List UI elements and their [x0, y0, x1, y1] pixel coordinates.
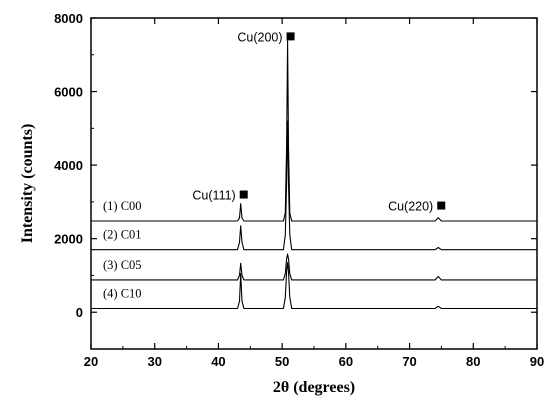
series-line [91, 120, 537, 251]
series-line [91, 40, 537, 222]
x-tick-label: 30 [147, 354, 161, 369]
x-tick-label: 70 [402, 354, 416, 369]
y-tick-label: 2000 [54, 232, 83, 247]
peak-marker [239, 190, 248, 199]
y-tick-label: 6000 [54, 85, 83, 100]
series-label: (3) C05 [103, 258, 142, 272]
peak-label: Cu(111) [192, 189, 235, 203]
y-tick-label: 8000 [54, 11, 83, 26]
peak-label: Cu(220) [388, 200, 433, 214]
x-tick-label: 50 [275, 354, 289, 369]
series-line [91, 262, 537, 310]
x-tick-label: 80 [466, 354, 480, 369]
x-tick-label: 90 [530, 354, 544, 369]
x-tick-label: 20 [84, 354, 98, 369]
series-label: (1) C00 [103, 199, 142, 213]
y-tick-label: 4000 [54, 158, 83, 173]
series-line [91, 253, 537, 281]
x-tick-label: 60 [339, 354, 353, 369]
plot-area: 20 30 40 50 60 70 80 90 0 2000 4000 6000 8000 (1) C00… [54, 11, 544, 369]
y-axis-title: Intensity (counts) [19, 124, 36, 244]
y-tick-label: 0 [76, 305, 83, 320]
peak-marker [286, 32, 295, 41]
series-label: (2) C01 [103, 228, 142, 242]
series-label: (4) C10 [103, 287, 142, 301]
x-tick-label: 40 [211, 354, 225, 369]
peak-label: Cu(200) [237, 30, 282, 44]
peak-marker [437, 201, 446, 210]
x-axis-title: 2θ (degrees) [273, 379, 355, 396]
plot-frame [90, 17, 538, 350]
